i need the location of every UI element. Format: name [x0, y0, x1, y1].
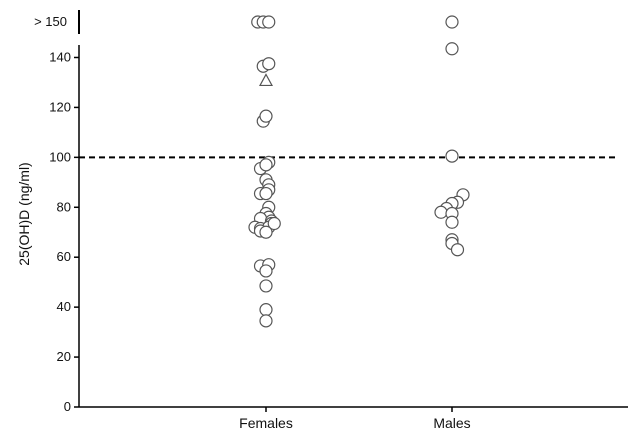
data-point	[259, 303, 273, 317]
data-point	[259, 225, 273, 239]
y-tick-label: 120	[49, 99, 71, 114]
data-points	[248, 15, 470, 328]
data-point	[450, 243, 465, 257]
data-point	[262, 15, 276, 29]
data-point	[267, 216, 281, 231]
data-point	[445, 215, 459, 229]
data-point	[445, 42, 459, 56]
y-axis-title: 25(OH)D (ng/ml)	[16, 162, 32, 265]
data-point	[259, 186, 273, 201]
data-point	[259, 158, 273, 172]
data-point	[259, 264, 273, 278]
data-point	[259, 109, 273, 123]
y-tick-label: 40	[57, 299, 71, 314]
data-point	[445, 149, 459, 163]
x-category-label: Females	[239, 415, 293, 431]
data-point	[434, 205, 448, 219]
y-tick-label: 100	[49, 149, 71, 164]
axes	[74, 10, 628, 412]
data-point	[445, 15, 459, 29]
y-tick-label: 80	[57, 199, 71, 214]
data-point	[259, 314, 273, 328]
y-tick-label: 140	[49, 49, 71, 64]
y-break-label: > 150	[34, 14, 67, 29]
data-point	[262, 57, 276, 71]
y-tick-label: 20	[57, 349, 71, 364]
y-tick-label: 0	[64, 399, 71, 414]
data-point	[259, 279, 273, 293]
y-tick-label: 60	[57, 249, 71, 264]
x-category-label: Males	[433, 415, 470, 431]
axis-labels: 0 20 40 60 80 100 120 140 > 150 Females Males	[34, 14, 471, 431]
data-point-triangle	[258, 73, 274, 87]
